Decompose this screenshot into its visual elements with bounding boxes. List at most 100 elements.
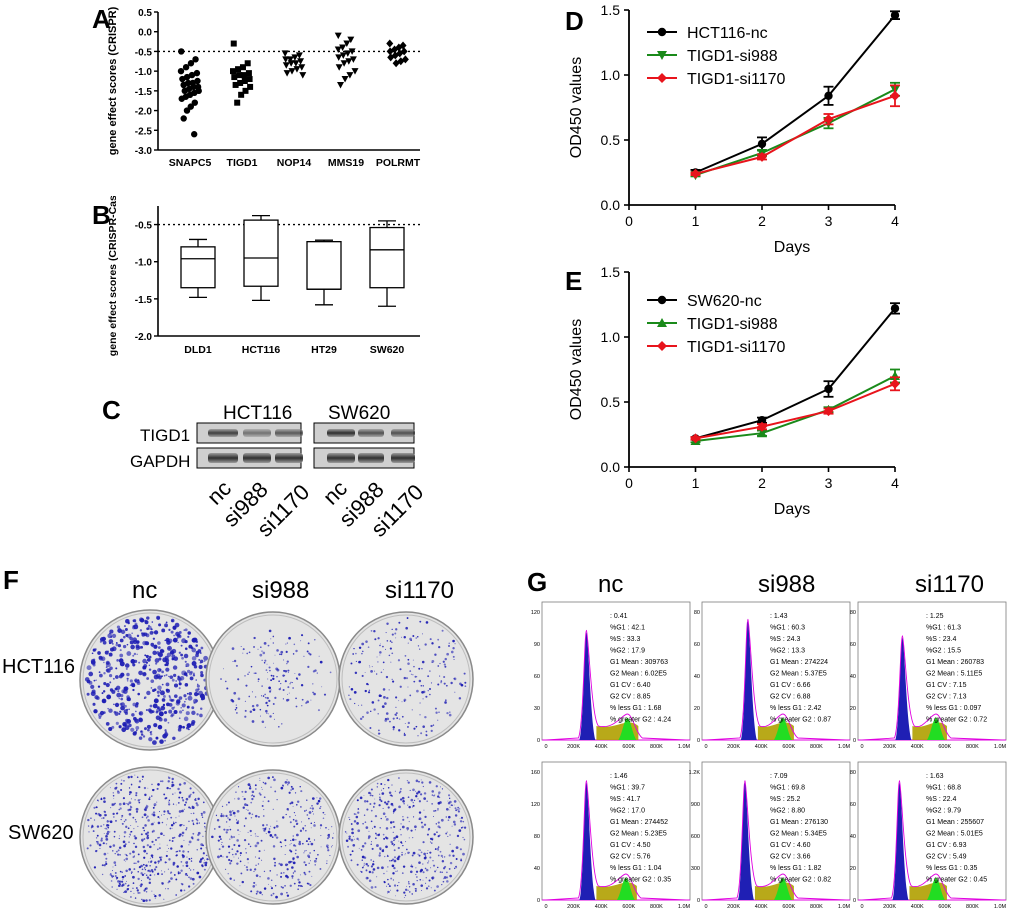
colony (108, 708, 113, 713)
colony (166, 810, 170, 813)
histogram-stat: %G1 : 60.3 (770, 625, 805, 632)
colony (183, 839, 185, 841)
colony (259, 777, 261, 779)
colony (387, 878, 389, 881)
ytick-label: 1.5 (601, 264, 621, 280)
a-point (234, 99, 241, 106)
xtick-label: 4 (891, 213, 899, 229)
colony (91, 652, 94, 655)
panel-f-label: F (3, 565, 19, 595)
colony (159, 649, 164, 653)
colony (105, 861, 107, 863)
colony (296, 855, 299, 859)
colony (130, 872, 132, 874)
colony (273, 864, 277, 867)
colony (460, 859, 463, 862)
colony (197, 838, 200, 841)
legend-marker (657, 318, 667, 327)
colony (132, 875, 135, 879)
colony (132, 731, 137, 736)
histogram-stat: G2 CV : 7.13 (926, 694, 967, 701)
f-col-si988: si988 (252, 577, 310, 604)
colony (455, 865, 457, 868)
colony (436, 866, 439, 869)
colony (407, 781, 410, 784)
colony (425, 621, 429, 624)
colony (189, 787, 192, 790)
colony (152, 740, 157, 745)
colony (290, 839, 292, 842)
colony (152, 703, 158, 709)
data-point (757, 421, 767, 432)
colony (398, 777, 400, 779)
colony (158, 811, 161, 813)
colony (309, 852, 311, 854)
colony (150, 679, 155, 683)
colony (372, 795, 374, 797)
colony (157, 651, 163, 657)
colony (170, 871, 173, 874)
colony (232, 853, 234, 856)
colony (164, 871, 166, 873)
a-point (281, 50, 289, 57)
colony (407, 725, 409, 728)
colony (167, 881, 170, 884)
colony (293, 870, 296, 873)
colony (429, 687, 432, 690)
colony (370, 859, 372, 861)
colony (439, 786, 441, 788)
colony (161, 698, 166, 702)
colony (379, 852, 381, 854)
colony (92, 702, 96, 706)
colony (356, 799, 359, 802)
colony (309, 883, 312, 887)
f-row-sw620: SW620 (8, 822, 74, 844)
colony (137, 853, 140, 856)
colony (136, 776, 139, 778)
colony (282, 659, 285, 661)
colony (380, 817, 382, 820)
colony (451, 849, 454, 853)
colony (118, 725, 122, 729)
colony (295, 823, 298, 825)
colony (128, 868, 131, 871)
colony (294, 814, 297, 816)
colony (115, 643, 119, 647)
colony (143, 856, 146, 859)
colony (119, 807, 122, 810)
colony (247, 783, 251, 787)
wb-band-gapdh (327, 453, 355, 463)
ytick-label: 1.0 (601, 329, 621, 345)
colony (402, 800, 405, 803)
histogram-stat: % greater G2 : 0.35 (610, 877, 671, 884)
colony (363, 795, 365, 796)
colony (151, 890, 153, 892)
data-point (823, 114, 834, 125)
colony (236, 809, 240, 813)
colony (454, 814, 458, 817)
colony (403, 733, 406, 737)
colony (245, 852, 248, 854)
colony (459, 818, 461, 820)
colony (385, 819, 387, 821)
colony (234, 852, 237, 856)
colony (184, 660, 187, 663)
colony (415, 867, 417, 869)
colony (224, 868, 227, 871)
data-point (690, 168, 701, 179)
colony (259, 708, 262, 711)
colony (191, 819, 194, 822)
colony (298, 840, 301, 844)
colony (370, 886, 374, 889)
colony (117, 853, 120, 856)
colony (390, 794, 393, 797)
colony (442, 880, 445, 883)
colony (384, 801, 387, 804)
colony (288, 636, 291, 640)
colony (444, 701, 447, 704)
colony (173, 683, 179, 688)
colony (387, 800, 390, 803)
colony (272, 677, 275, 681)
colony (354, 702, 356, 705)
colony (368, 870, 372, 874)
